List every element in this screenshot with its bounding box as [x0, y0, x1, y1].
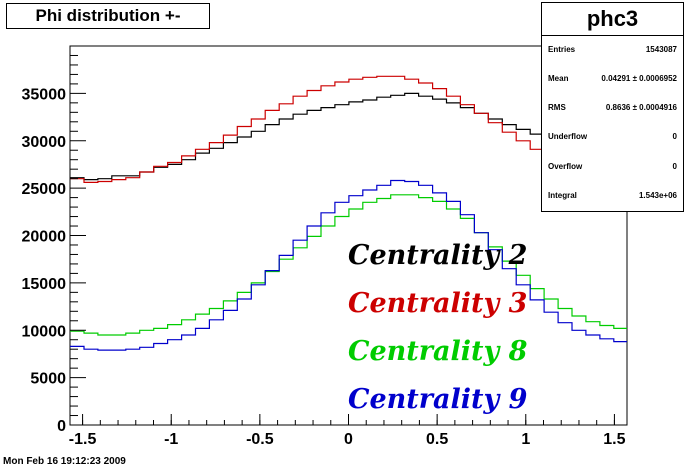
- stats-label: Entries: [548, 45, 576, 54]
- stats-box: phc3 Entries 1543087 Mean 0.04291 ± 0.00…: [541, 2, 684, 212]
- stats-row-rms: RMS 0.8636 ± 0.0004916: [548, 101, 677, 115]
- x-tick-label: -0.5: [246, 431, 274, 448]
- x-tick-label: -1: [164, 431, 178, 448]
- stats-title: phc3: [542, 3, 683, 36]
- series-line-4: [70, 179, 627, 351]
- y-tick-label: 30000: [22, 134, 67, 151]
- chart-title: Phi distribution +-: [6, 3, 210, 29]
- stats-label: Mean: [548, 74, 569, 83]
- y-tick-label: 15000: [22, 276, 67, 293]
- stats-label: Overflow: [548, 162, 583, 171]
- x-tick-label: 1.5: [603, 431, 625, 448]
- y-tick-label: 25000: [22, 181, 67, 198]
- stats-label: RMS: [548, 103, 566, 112]
- stats-value: 0.04291 ± 0.0006952: [601, 74, 677, 83]
- y-tick-label: 35000: [22, 86, 67, 103]
- stats-row-integral: Integral 1.543e+06: [548, 189, 677, 203]
- y-tick-label: 20000: [22, 229, 67, 246]
- stats-value: 0: [672, 132, 677, 141]
- series-line-2: [70, 75, 559, 183]
- stats-row-mean: Mean 0.04291 ± 0.0006952: [548, 72, 677, 86]
- x-tick-label: 0.5: [426, 431, 448, 448]
- series-layer: [70, 75, 627, 351]
- legend-centrality-9: Centrality 9: [348, 384, 528, 415]
- x-tick-label: 1: [521, 431, 530, 448]
- stats-value: 1543087: [645, 45, 677, 54]
- x-tick-label: 0: [344, 431, 353, 448]
- timestamp: Mon Feb 16 19:12:23 2009: [3, 456, 126, 467]
- legend-centrality-3: Centrality 3: [348, 288, 528, 319]
- y-tick-label: 0: [57, 418, 66, 435]
- stats-value: 0.8636 ± 0.0004916: [605, 103, 677, 112]
- axis-layer: -1.5 -1 -0.5 0 0.5 1 1.5 0 5000 10000 15000 20000 25…: [22, 54, 626, 448]
- stats-label: Underflow: [548, 132, 588, 141]
- stats-row-overflow: Overflow 0: [548, 160, 677, 174]
- stats-value: 1.543e+06: [638, 191, 677, 200]
- series-line-3: [70, 194, 627, 336]
- stats-row-underflow: Underflow 0: [548, 130, 677, 144]
- stats-row-entries: Entries 1543087: [548, 43, 677, 57]
- y-tick-label: 10000: [22, 323, 67, 340]
- y-tick-label: 5000: [30, 371, 66, 388]
- stats-value: 0: [672, 162, 677, 171]
- stats-label: Integral: [548, 191, 577, 200]
- x-tick-label: -1.5: [69, 431, 97, 448]
- legend-centrality-2: Centrality 2: [348, 240, 528, 271]
- legend-centrality-8: Centrality 8: [348, 336, 528, 367]
